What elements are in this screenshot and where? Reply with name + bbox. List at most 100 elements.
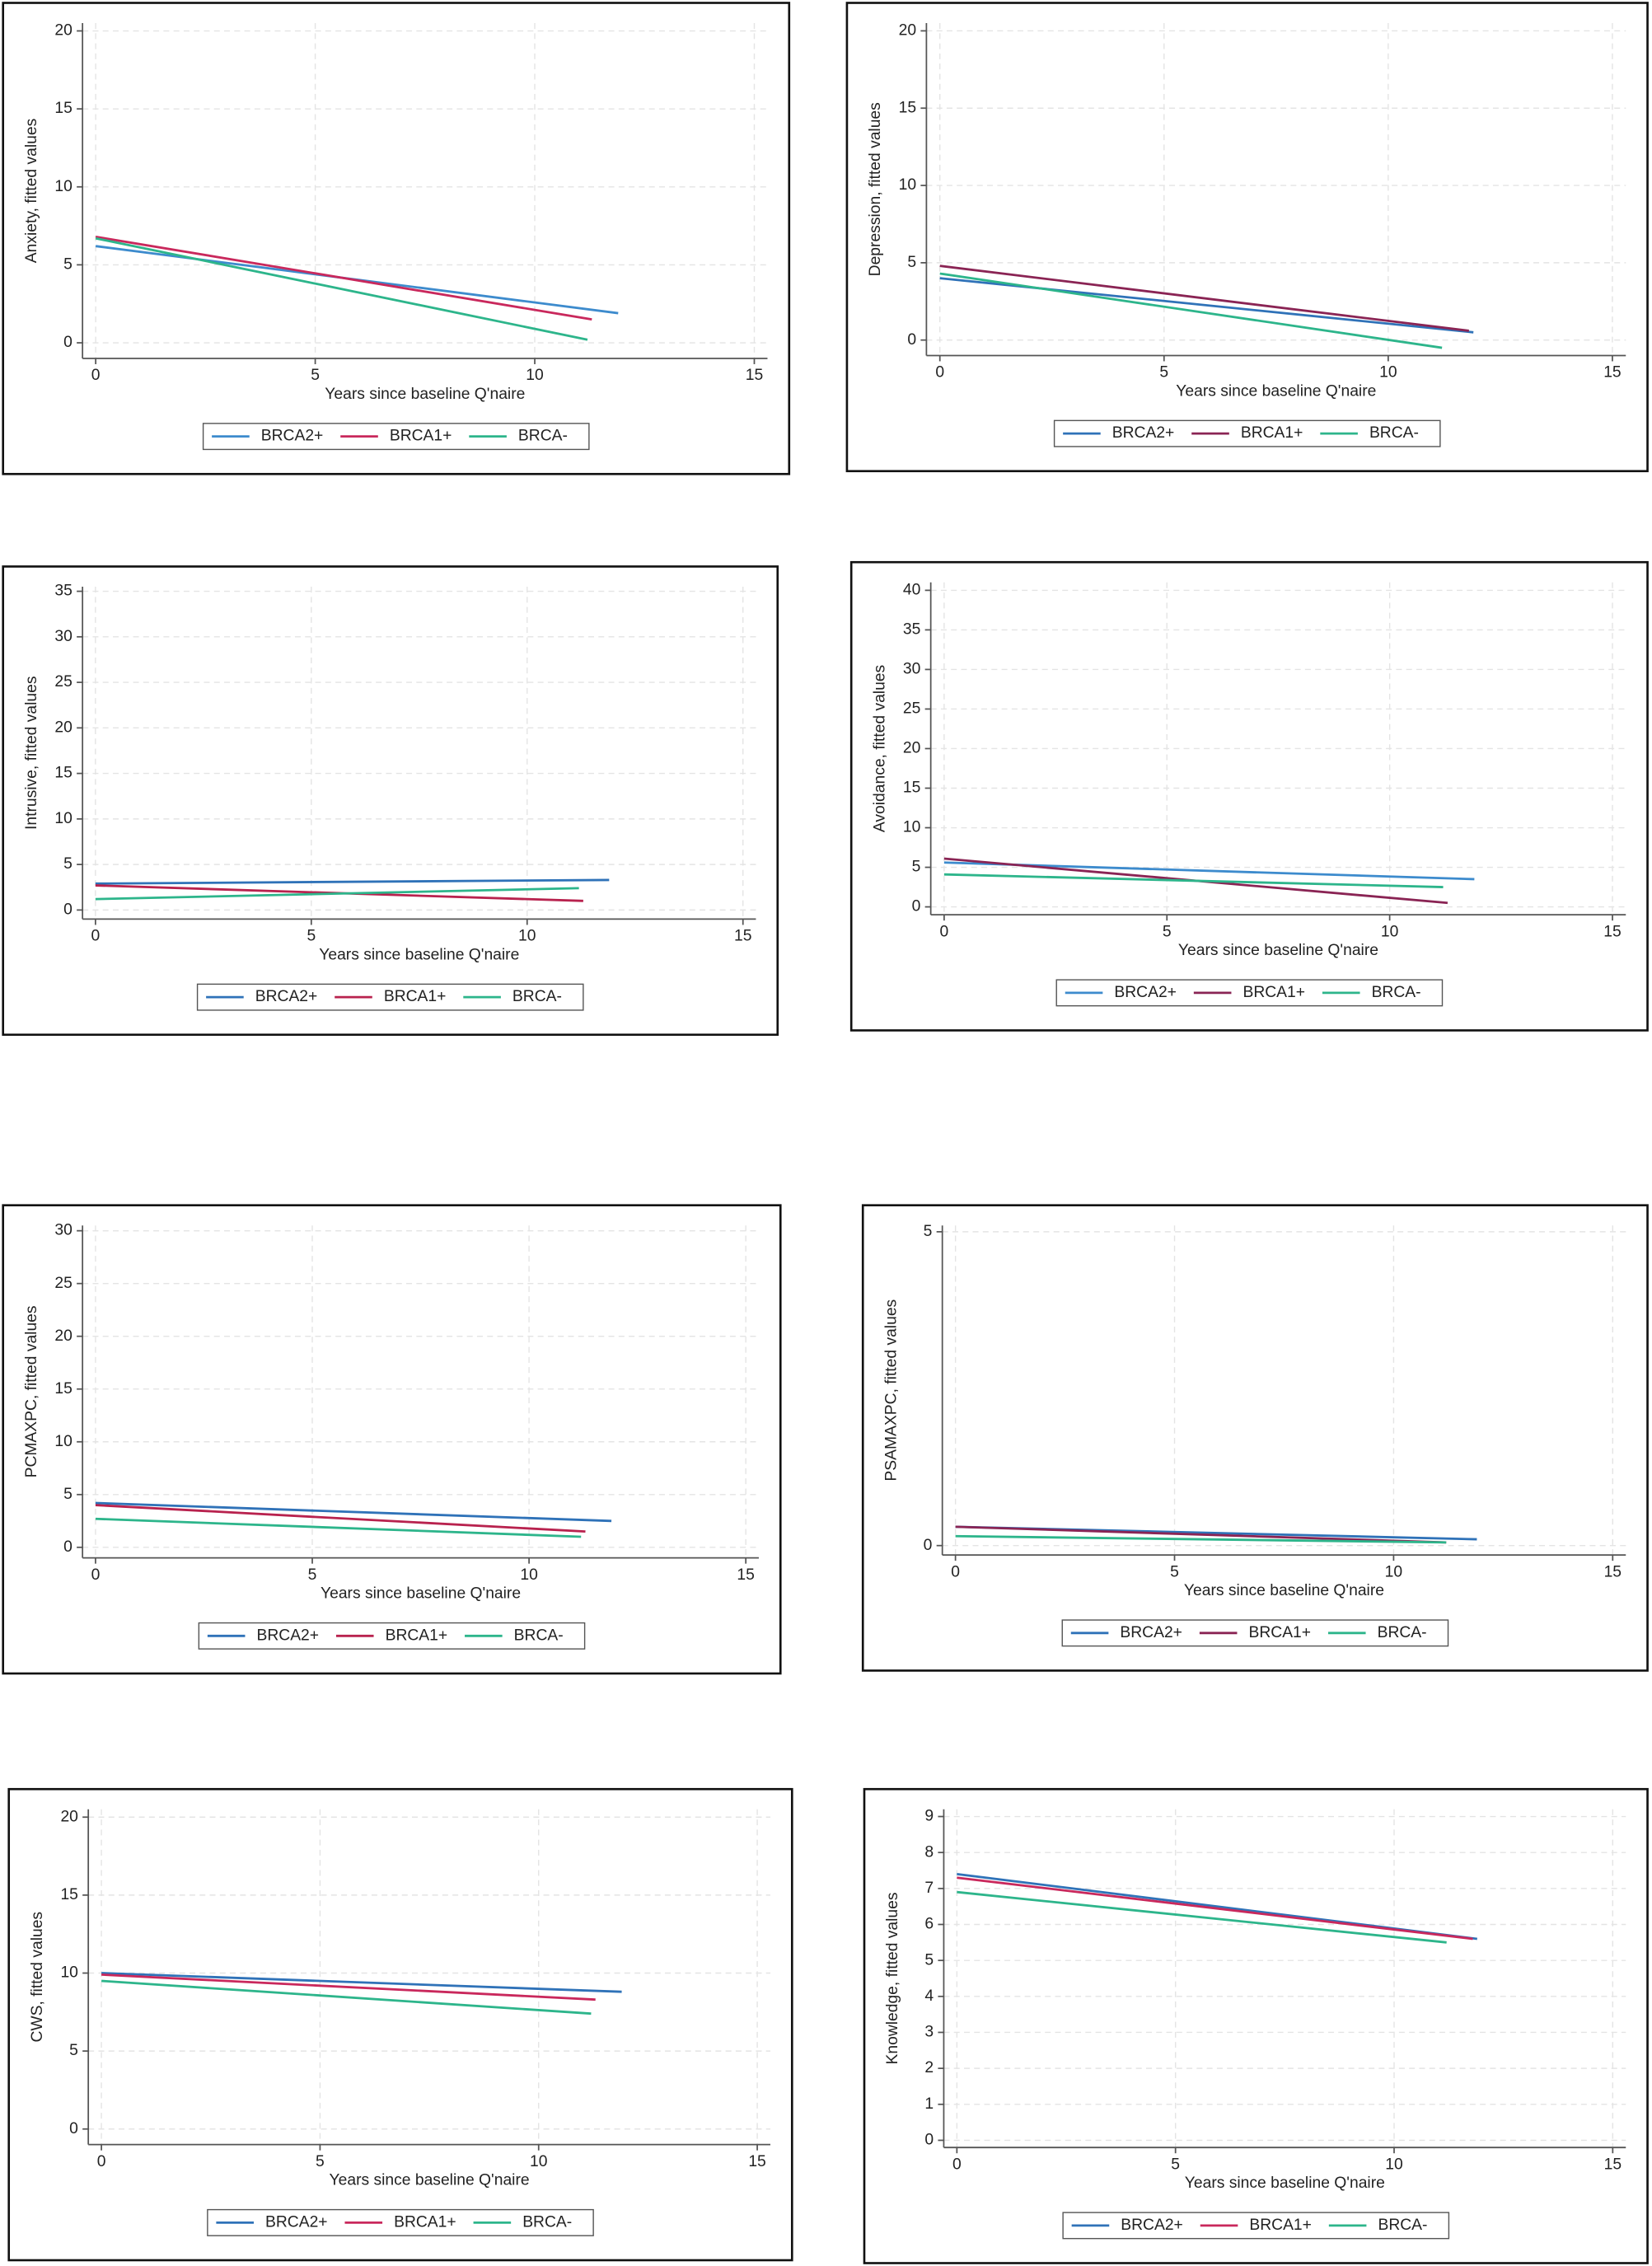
legend-label: BRCA- — [514, 1627, 564, 1644]
x-tick-label: 10 — [1385, 2156, 1402, 2173]
y-tick-label: 10 — [903, 819, 920, 836]
legend-box — [1062, 2212, 1450, 2240]
y-axis-label: Avoidance, fitted values — [871, 665, 888, 832]
y-tick-label: 1 — [924, 2095, 934, 2113]
panel-frame — [2, 565, 779, 1037]
x-tick-label: 10 — [1379, 364, 1397, 382]
y-tick-label: 0 — [907, 331, 916, 349]
y-tick-label: 20 — [54, 719, 72, 736]
series-line — [101, 1979, 592, 2016]
series-line — [943, 873, 1444, 888]
legend-label: BRCA1+ — [384, 988, 447, 1005]
panel: 0 5 10 15 20 0 5 10 15 Years since baseline Q'nai… — [2, 2, 791, 475]
x-tick-label: 0 — [91, 1566, 101, 1584]
x-tick-label: 10 — [1385, 1563, 1402, 1580]
x-tick-label: 10 — [526, 367, 543, 384]
y-tick-label: 10 — [60, 1964, 77, 1982]
legend-box — [198, 1622, 586, 1650]
y-tick-label: 20 — [54, 22, 72, 40]
x-axis-label: Years since baseline Q'naire — [1185, 2175, 1385, 2192]
y-tick-label: 35 — [903, 621, 920, 639]
legend-label: BRCA2+ — [1120, 1624, 1182, 1641]
legend-label: BRCA2+ — [1114, 984, 1177, 1001]
y-axis-label: CWS, fitted values — [29, 1912, 46, 2043]
y-tick-label: 20 — [899, 22, 916, 40]
x-tick-label: 5 — [1163, 923, 1172, 940]
x-tick-label: 15 — [748, 2153, 765, 2170]
panel: 0 5 0 5 10 15 Years since baseline Q'naire PSAM… — [861, 1204, 1649, 1672]
y-tick-label: 7 — [924, 1880, 934, 1897]
legend-label: BRCA2+ — [1112, 424, 1175, 442]
x-tick-label: 15 — [1604, 1563, 1622, 1580]
y-axis-label: PSAMAXPC, fitted values — [882, 1299, 900, 1482]
legend-box — [202, 423, 590, 451]
legend-label: BRCA1+ — [386, 1627, 448, 1644]
x-tick-label: 0 — [935, 364, 944, 382]
panel-frame — [845, 2, 1649, 473]
y-tick-label: 25 — [903, 700, 920, 718]
y-axis-label: Intrusive, fitted values — [23, 677, 40, 830]
y-tick-label: 20 — [54, 1327, 72, 1345]
x-tick-label: 0 — [952, 2156, 962, 2173]
series-line — [101, 1972, 622, 1993]
y-tick-label: 0 — [63, 901, 73, 918]
x-axis-label: Years since baseline Q'naire — [1176, 382, 1376, 400]
legend-label: BRCA- — [1378, 2217, 1427, 2234]
panel: 0 5 10 15 20 25 30 0 5 10 15 Years since baseline Q… — [2, 1204, 782, 1675]
x-axis-label: Years since baseline Q'naire — [321, 1585, 521, 1603]
x-tick-label: 10 — [1381, 923, 1398, 940]
x-axis-label: Years since baseline Q'naire — [330, 2172, 530, 2189]
x-axis-label: Years since baseline Q'naire — [319, 946, 519, 963]
panel: 0 5 10 15 20 0 5 10 15 Years since baseline Q'nai… — [845, 2, 1649, 473]
x-axis-label: Years since baseline Q'naire — [1178, 942, 1378, 959]
y-axis-label: Knowledge, fitted values — [884, 1892, 901, 2064]
legend-box — [1061, 1619, 1449, 1647]
y-tick-label: 30 — [54, 628, 72, 645]
legend-label: BRCA2+ — [265, 2213, 328, 2231]
series-line — [101, 1973, 596, 2001]
x-tick-label: 15 — [737, 1566, 754, 1584]
y-tick-label: 20 — [903, 740, 920, 757]
series-line — [95, 235, 592, 321]
legend-label: BRCA1+ — [390, 428, 452, 445]
legend-label: BRCA- — [522, 2213, 572, 2231]
panel: 0 5 10 15 20 0 5 10 15 Years since baseline Q'nai… — [7, 1787, 793, 2262]
legend-label: BRCA1+ — [1241, 424, 1303, 442]
y-tick-label: 5 — [924, 1951, 934, 1969]
panel: 0 5 10 15 20 25 30 35 0 5 10 15 Years since baseline… — [2, 565, 779, 1037]
series-line — [955, 1525, 1447, 1544]
y-tick-label: 10 — [899, 176, 916, 194]
y-axis-label: PCMAXPC, fitted values — [23, 1305, 40, 1477]
y-tick-label: 0 — [912, 898, 921, 915]
x-tick-label: 0 — [97, 2153, 106, 2170]
legend-label: BRCA- — [1372, 984, 1421, 1001]
y-tick-label: 15 — [903, 780, 920, 797]
y-tick-label: 5 — [63, 855, 73, 873]
legend-label: BRCA- — [1369, 424, 1419, 442]
y-tick-label: 15 — [54, 1380, 72, 1398]
y-tick-label: 0 — [924, 1537, 933, 1554]
legend-label: BRCA1+ — [394, 2213, 456, 2231]
legend-label: BRCA2+ — [1121, 2217, 1183, 2234]
x-tick-label: 5 — [1171, 2156, 1180, 2173]
y-tick-label: 10 — [54, 810, 72, 827]
y-tick-label: 40 — [903, 581, 920, 598]
legend-label: BRCA2+ — [256, 1627, 319, 1644]
legend-label: BRCA1+ — [1248, 1624, 1311, 1641]
legend-box — [196, 983, 584, 1011]
panel-frame — [849, 560, 1649, 1032]
x-axis-label: Years since baseline Q'naire — [325, 386, 525, 403]
y-tick-label: 8 — [924, 1843, 934, 1861]
panel-frame — [863, 1787, 1649, 2264]
x-tick-label: 15 — [1603, 923, 1621, 940]
y-tick-label: 25 — [54, 1275, 72, 1292]
x-tick-label: 0 — [951, 1563, 960, 1580]
panel: 0 5 10 15 20 25 30 35 40 0 5 10 15 Years since baseli… — [849, 560, 1649, 1032]
series-line — [955, 1534, 1447, 1544]
panel-frame — [2, 1204, 782, 1675]
y-tick-label: 15 — [60, 1886, 77, 1903]
x-tick-label: 0 — [940, 923, 949, 940]
y-tick-label: 5 — [912, 859, 921, 876]
